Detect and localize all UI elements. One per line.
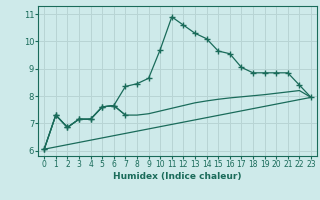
X-axis label: Humidex (Indice chaleur): Humidex (Indice chaleur)	[113, 172, 242, 181]
